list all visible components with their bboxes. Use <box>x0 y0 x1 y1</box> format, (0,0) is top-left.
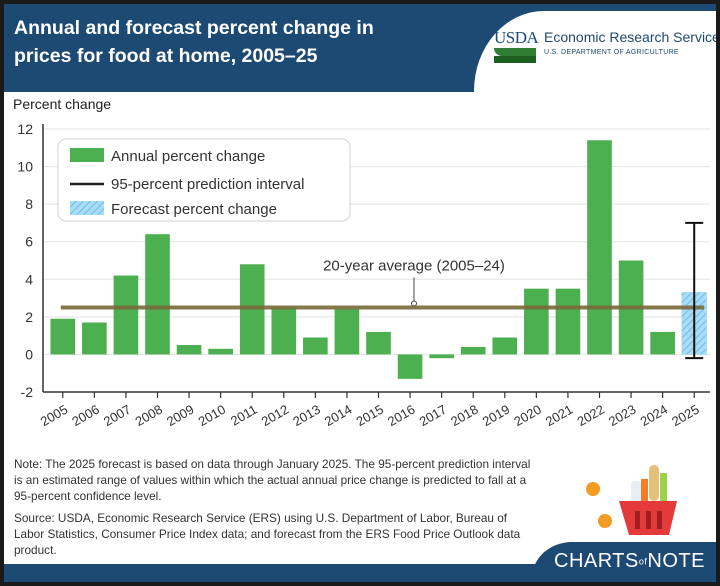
grocery-basket-icon <box>586 465 677 535</box>
legend-label-forecast: Forecast percent change <box>111 201 277 218</box>
bar-2018 <box>460 346 486 355</box>
bar-2020 <box>524 288 549 355</box>
x-tick-label: 2024 <box>638 402 671 429</box>
logo-word-note: NOTE <box>647 550 705 572</box>
legend-swatch-annual <box>70 148 104 162</box>
bar-2024 <box>650 331 675 355</box>
y-tick-label: 12 <box>17 121 33 137</box>
bar-2012 <box>271 307 297 355</box>
usda-logo-icon: USDA <box>494 28 539 67</box>
chart-legend: Annual percent change 95-percent predict… <box>57 138 351 222</box>
bar-2006 <box>82 322 107 355</box>
legend-label-annual: Annual percent change <box>111 148 265 165</box>
charts-of-note-logo: CHARTSofNOTE <box>554 550 705 573</box>
bar-2016 <box>397 354 423 379</box>
usda-logo-stripe <box>494 48 536 56</box>
bar-2022 <box>587 140 612 355</box>
note-text: Note: The 2025 forecast is based on data… <box>14 457 531 503</box>
x-tick-label: 2014 <box>322 402 355 429</box>
chart-notes: Note: The 2025 forecast is based on data… <box>14 456 534 564</box>
y-tick-label: 0 <box>25 346 33 362</box>
x-tick-label: 2021 <box>543 402 576 429</box>
bar-2017 <box>429 354 454 359</box>
chart-card: Annual and forecast percent change in pr… <box>4 4 716 582</box>
x-tick-label: 2010 <box>196 402 229 429</box>
bar-2013 <box>303 337 328 355</box>
agency-name: Economic Research Service <box>544 29 716 45</box>
bar-2010 <box>208 348 233 355</box>
average-label: 20-year average (2005–24) <box>323 257 505 274</box>
x-tick-label: 2016 <box>385 402 418 429</box>
logo-word-charts: CHARTS <box>554 550 639 572</box>
bar-2009 <box>176 345 202 355</box>
y-tick-label: 6 <box>25 234 33 250</box>
bar-2007 <box>113 275 139 355</box>
x-tick-label: 2018 <box>448 402 481 429</box>
x-tick-label: 2008 <box>132 402 165 429</box>
bar-2021 <box>555 288 581 355</box>
legend-box <box>57 138 351 222</box>
usda-logo-stripe-2 <box>494 56 536 63</box>
x-tick-label: 2017 <box>417 402 450 429</box>
agency-department: U.S. DEPARTMENT OF AGRICULTURE <box>544 49 679 56</box>
charts-of-note-badge: CHARTSofNOTE <box>532 542 716 582</box>
chart-title: Annual and forecast percent change in pr… <box>14 17 374 67</box>
legend-swatch-forecast <box>70 201 104 215</box>
bar-chart: 20-year average (2005–24) -2 0 2 4 6 8 10 12 200… <box>17 121 710 429</box>
y-tick-label: 10 <box>17 159 33 175</box>
bar-2019 <box>492 337 518 355</box>
source-text: Source: USDA, Economic Research Service … <box>14 511 521 557</box>
x-tick-label: 2020 <box>511 402 544 429</box>
x-tick-label: 2009 <box>164 402 197 429</box>
y-axis-label: Percent change <box>13 96 112 112</box>
logo-word-of: of <box>638 556 648 567</box>
x-tick-label: 2012 <box>259 402 292 429</box>
x-tick-label: 2005 <box>38 402 71 429</box>
bar-2014 <box>334 309 360 355</box>
x-tick-label: 2015 <box>353 402 386 429</box>
usda-mark-text: USDA <box>494 28 539 47</box>
x-tick-label: 2006 <box>69 402 102 429</box>
x-tick-label: 2025 <box>669 402 702 429</box>
x-tick-label: 2022 <box>574 402 607 429</box>
y-tick-label: -2 <box>21 384 34 400</box>
x-tick-label: 2013 <box>290 402 323 429</box>
bar-2008 <box>145 234 170 355</box>
bar-2005 <box>50 318 76 355</box>
x-tick-label: 2019 <box>480 402 513 429</box>
x-tick-label: 2011 <box>228 402 260 429</box>
x-tick-label: 2023 <box>606 402 639 429</box>
y-tick-label: 4 <box>25 271 33 287</box>
agency-logo-panel: USDA Economic Research Service U.S. DEPA… <box>474 11 716 95</box>
y-tick-label: 2 <box>25 309 33 325</box>
legend-label-interval: 95-percent prediction interval <box>111 176 304 193</box>
bar-2015 <box>366 331 391 355</box>
x-tick-label: 2007 <box>101 402 134 429</box>
y-tick-label: 8 <box>25 196 33 212</box>
average-leader-dot <box>411 300 417 307</box>
